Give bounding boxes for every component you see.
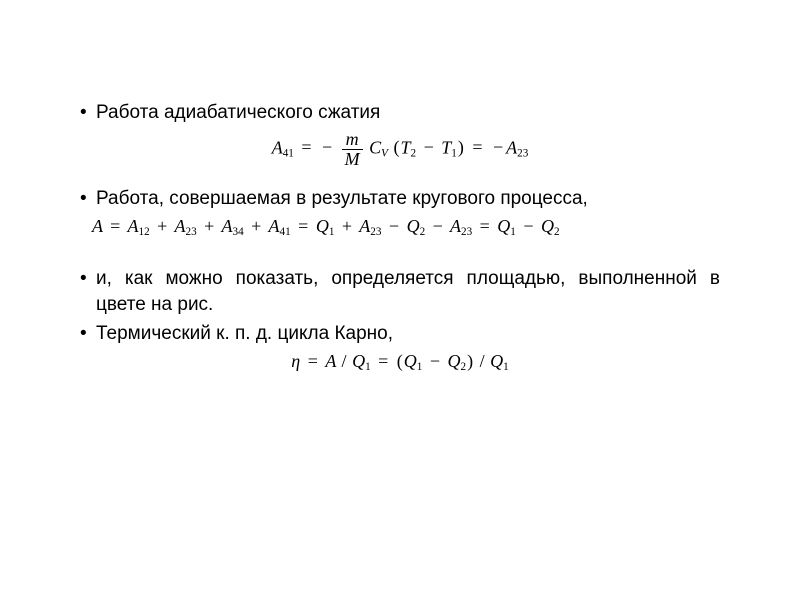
bullet-1: • Работа адиабатического сжатия: [80, 100, 720, 126]
bullet-3: • и, как можно показать, определяется пл…: [80, 266, 720, 317]
bullet-2-text: Работа, совершаемая в результате кругово…: [96, 186, 720, 212]
bullet-1-text: Работа адиабатического сжатия: [96, 100, 720, 126]
bullet-dot-icon: •: [80, 266, 96, 292]
fraction: m M: [342, 130, 363, 169]
equation-1: A41 = − m M CV (T2 − T1) = −A23: [80, 130, 720, 169]
bullet-3-text: и, как можно показать, определяется площ…: [96, 266, 720, 317]
equation-3: η = A / Q1 = (Q1 − Q2) / Q1: [80, 351, 720, 373]
bullet-dot-icon: •: [80, 100, 96, 126]
equation-2: A = A12 + A23 + A34 + A41 = Q1 + A23 − Q…: [80, 216, 720, 238]
bullet-4: • Термический к. п. д. цикла Карно,: [80, 321, 720, 347]
bullet-2: • Работа, совершаемая в результате круго…: [80, 186, 720, 212]
bullet-4-text: Термический к. п. д. цикла Карно,: [96, 321, 720, 347]
bullet-dot-icon: •: [80, 186, 96, 212]
bullet-dot-icon: •: [80, 321, 96, 347]
slide: • Работа адиабатического сжатия A41 = − …: [0, 0, 800, 373]
